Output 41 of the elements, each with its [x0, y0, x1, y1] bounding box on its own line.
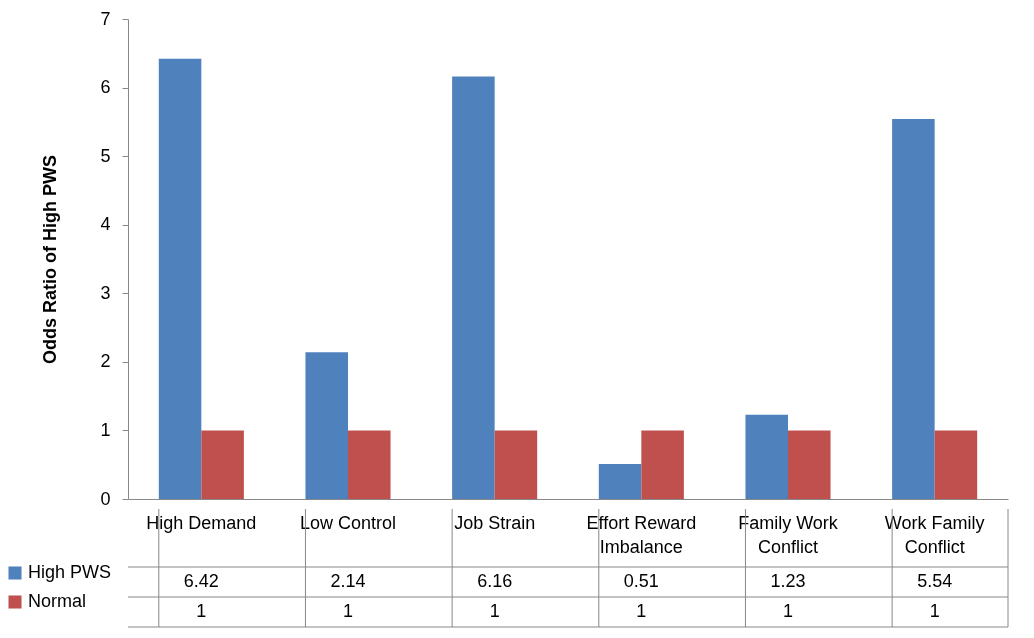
y-tick-label: 0 [100, 488, 111, 509]
y-tick-label: 5 [100, 145, 111, 166]
data-label: 5.54 [917, 571, 953, 591]
bar [745, 414, 788, 499]
y-tick-label: 4 [100, 214, 111, 235]
x-tick-label: High Demand [146, 513, 257, 533]
x-tick-label: Job Strain [454, 513, 536, 533]
data-label: 6.16 [477, 571, 513, 591]
bar [641, 430, 684, 499]
bar [892, 119, 935, 499]
x-tick-label: Effort Reward Imbalance [586, 513, 697, 557]
x-tick-label: Low Control [299, 513, 397, 533]
data-label: 1 [782, 601, 794, 621]
data-label: 1.23 [770, 571, 806, 591]
y-axis-title: Odds Ratio of High PWS [40, 155, 61, 364]
y-tick-label: 6 [100, 77, 111, 98]
data-label: 1 [636, 601, 647, 621]
bar [201, 430, 244, 499]
x-tick-label: Family Work Conflict [738, 513, 839, 557]
bar [305, 352, 348, 499]
legend-label: Normal [28, 591, 87, 611]
data-label: 2.14 [330, 571, 366, 591]
y-tick-label: 1 [100, 419, 111, 440]
data-label: 0.51 [623, 571, 659, 591]
bar [788, 430, 831, 499]
data-label: 1 [342, 601, 354, 621]
bar [494, 430, 538, 499]
data-label: 1 [489, 601, 500, 621]
y-tick-label: 7 [100, 8, 111, 29]
bar [158, 58, 202, 499]
x-tick-label: Work Family Conflict [884, 513, 985, 557]
legend-label: High PWS [28, 562, 112, 582]
bar [348, 430, 391, 499]
y-tick-label: 3 [100, 282, 111, 303]
data-label: 6.42 [183, 571, 219, 591]
data-label: 1 [929, 601, 940, 621]
bar [598, 464, 642, 499]
data-label: 1 [196, 601, 207, 621]
bar [934, 430, 978, 499]
y-tick-label: 2 [100, 351, 111, 372]
bar [452, 76, 495, 499]
